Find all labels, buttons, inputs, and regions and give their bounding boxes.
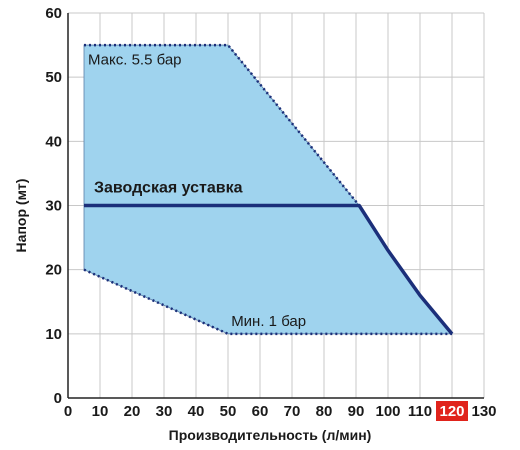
x-tick-highlight [436, 401, 468, 421]
y-axis-title: Напор (мт) [13, 179, 29, 253]
factory-setting-line [84, 203, 454, 335]
x-tick-label: 120 [439, 403, 464, 420]
operating-region [83, 43, 454, 336]
x-axis-title: Производительность (л/мин) [169, 427, 372, 443]
min-pressure-label: Мин. 1 бар [231, 313, 306, 330]
x-tick-label: 130 [471, 403, 496, 420]
factory-setting-label: Заводская уставка [94, 180, 243, 197]
y-tick-label: 10 [45, 326, 62, 343]
y-tick-label: 60 [45, 5, 62, 22]
axes [67, 13, 484, 399]
x-tick-label: 80 [316, 403, 333, 420]
y-tick-label: 0 [54, 390, 62, 407]
tick-labels: 0 10 20 30 40 50 60 70 80 90 100 110 120 130 0 10 20 30 40… [45, 5, 497, 421]
min-pressure-boundary [83, 268, 452, 336]
x-tick-label: 0 [64, 403, 72, 420]
y-tick-label: 20 [45, 262, 62, 279]
y-tick-label: 40 [45, 133, 62, 150]
annotations: Макс. 5.5 бар Заводская уставка Мин. 1 б… [88, 51, 306, 330]
y-tick-label: 30 [45, 198, 62, 215]
x-tick-label: 90 [348, 403, 365, 420]
x-tick-label: 70 [284, 403, 301, 420]
x-tick-label: 50 [220, 403, 237, 420]
x-tick-label: 10 [92, 403, 109, 420]
max-pressure-label: Макс. 5.5 бар [88, 51, 182, 68]
y-tick-label: 50 [45, 69, 62, 86]
x-tick-label: 30 [156, 403, 173, 420]
x-tick-label: 60 [252, 403, 269, 420]
x-tick-label: 100 [375, 403, 400, 420]
x-tick-label: 110 [408, 403, 432, 420]
x-tick-label: 20 [124, 403, 141, 420]
x-tick-label: 40 [188, 403, 205, 420]
